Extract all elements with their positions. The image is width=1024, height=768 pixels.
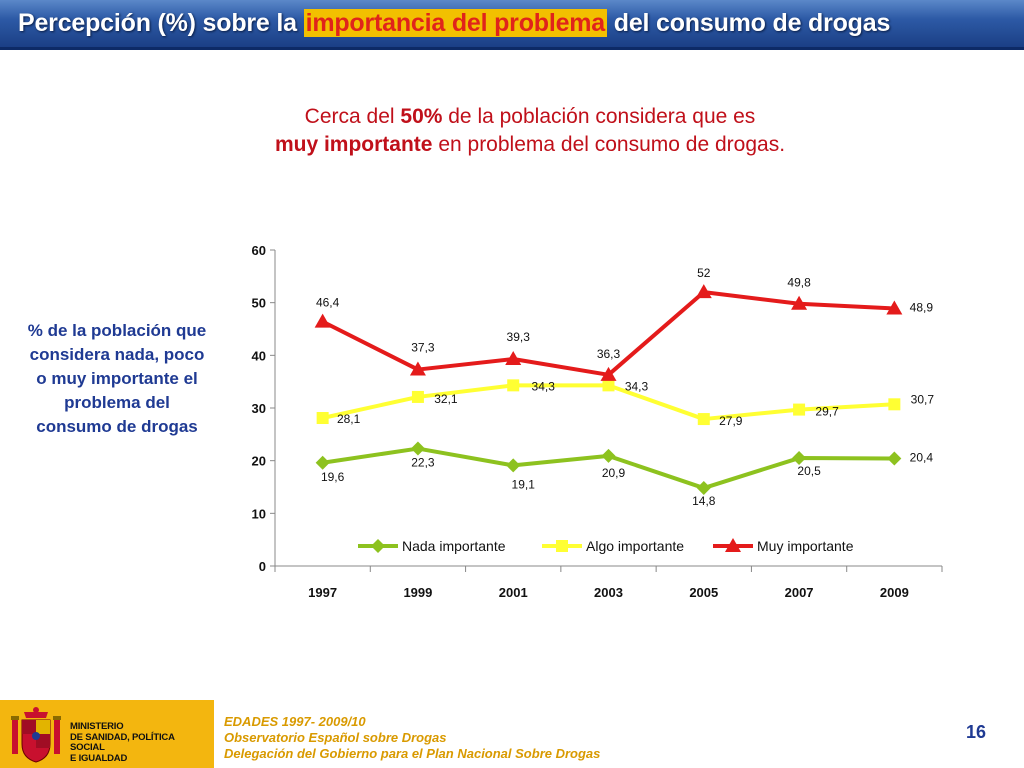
data-label-muy-importante: 39,3 (507, 330, 531, 344)
x-tick-label: 2001 (499, 585, 528, 600)
data-label-muy-importante: 46,4 (316, 296, 340, 310)
data-point-algo-importante (697, 413, 710, 426)
headline-text: de la población considera que es (442, 105, 756, 128)
legend-marker-nada-importante (371, 539, 385, 553)
data-label-algo-importante: 30,7 (911, 392, 935, 406)
ministry-name-line: DE SANIDAD, POLÍTICA SOCIAL (70, 731, 175, 753)
data-point-algo-importante (793, 403, 806, 416)
slide-title-highlight: importancia del problema (303, 9, 608, 37)
data-point-muy-importante (886, 300, 903, 315)
data-label-nada-importante: 22,3 (411, 456, 435, 470)
data-point-nada-importante (696, 481, 711, 496)
data-point-nada-importante (792, 451, 807, 466)
data-point-muy-importante (791, 295, 808, 310)
ministry-logo: MINISTERIO DE SANIDAD, POLÍTICA SOCIAL E… (0, 700, 214, 768)
legend-label-muy-importante: Muy importante (757, 538, 854, 554)
ministry-name-line: E IGUALDAD (70, 752, 128, 764)
data-label-algo-importante: 34,3 (625, 379, 649, 393)
legend-label-nada-importante: Nada importante (402, 538, 506, 554)
data-label-algo-importante: 34,3 (532, 379, 556, 393)
y-tick-label: 10 (252, 506, 266, 521)
coat-of-arms-icon (11, 707, 61, 763)
x-tick-label: 2009 (880, 585, 909, 600)
data-label-algo-importante: 29,7 (815, 405, 839, 419)
headline-text: en problema del consumo de drogas. (432, 133, 786, 156)
legend-label-algo-importante: Algo importante (586, 538, 684, 554)
data-point-muy-importante (409, 361, 426, 376)
data-point-nada-importante (410, 441, 425, 456)
title-bar: Percepción (%) sobre la importancia del … (0, 0, 1024, 50)
legend-marker-algo-importante (556, 540, 568, 552)
data-label-muy-importante: 48,9 (910, 300, 934, 314)
data-label-muy-importante: 49,8 (787, 276, 811, 290)
data-label-nada-importante: 20,4 (910, 451, 934, 465)
ministry-name-line: MINISTERIO (70, 721, 124, 732)
data-point-nada-importante (315, 455, 330, 470)
headline-line-2: muy importante en problema del consumo d… (0, 131, 1024, 159)
data-point-muy-importante (314, 313, 331, 328)
x-tick-label: 2007 (785, 585, 814, 600)
data-point-algo-importante (888, 398, 901, 411)
headline-emphasis: 50% (400, 105, 443, 128)
data-point-nada-importante (887, 451, 902, 466)
y-tick-label: 60 (252, 243, 266, 258)
footer-source: EDADES 1997- 2009/10 Observatorio Españo… (224, 714, 600, 762)
data-point-muy-importante (505, 351, 522, 366)
footer-line: Delegación del Gobierno para el Plan Nac… (224, 746, 601, 761)
data-label-nada-importante: 20,5 (797, 464, 821, 478)
chart-side-label: % de la población que considera nada, po… (27, 321, 207, 436)
x-tick-label: 2003 (594, 585, 623, 600)
data-point-algo-importante (507, 379, 520, 392)
data-label-algo-importante: 32,1 (434, 392, 458, 406)
slide-title: Percepción (%) sobre la importancia del … (18, 9, 890, 38)
x-tick-label: 1997 (308, 585, 337, 600)
y-tick-label: 20 (252, 454, 266, 469)
data-point-algo-importante (411, 390, 424, 403)
headline-line-1: Cerca del 50% de la población considera … (0, 103, 1024, 131)
data-label-muy-importante: 52 (697, 266, 711, 280)
series-line-muy-importante (321, 290, 895, 377)
page-number: 16 (966, 722, 987, 742)
y-tick-label: 50 (252, 296, 266, 311)
data-point-muy-importante (695, 284, 712, 299)
data-label-nada-importante: 20,9 (602, 466, 626, 480)
data-label-algo-importante: 28,1 (337, 412, 361, 426)
y-tick-label: 0 (259, 559, 266, 574)
data-label-muy-importante: 37,3 (411, 341, 435, 355)
data-point-muy-importante (600, 366, 617, 381)
headline: Cerca del 50% de la población considera … (0, 103, 1024, 159)
data-point-algo-importante (316, 412, 329, 425)
footer-line: EDADES 1997- 2009/10 (224, 714, 366, 729)
data-label-nada-importante: 19,6 (321, 470, 345, 484)
x-tick-label: 1999 (403, 585, 432, 600)
slide-title-part-2: del consumo de drogas (607, 9, 891, 37)
data-point-algo-importante (602, 379, 615, 392)
data-label-algo-importante: 27,9 (719, 414, 743, 428)
x-tick-label: 2005 (689, 585, 718, 600)
y-tick-label: 30 (252, 401, 266, 416)
headline-text: Cerca del (304, 105, 401, 128)
slide-title-part-1: Percepción (%) sobre la (18, 9, 304, 37)
data-label-nada-importante: 14,8 (692, 494, 716, 508)
data-point-nada-importante (601, 448, 616, 463)
ministry-name: MINISTERIO DE SANIDAD, POLÍTICA SOCIAL E… (70, 721, 210, 764)
y-tick-label: 40 (252, 348, 266, 363)
data-label-nada-importante: 19,1 (512, 477, 536, 491)
legend-marker-muy-importante (725, 538, 741, 552)
footer-line: Observatorio Español sobre Drogas (224, 730, 447, 745)
data-label-muy-importante: 36,3 (597, 347, 621, 361)
headline-emphasis: muy importante (274, 133, 433, 156)
line-chart: 0 10 20 30 40 50 60 1997 1999 2001 2003 2005 2007 200… (252, 243, 943, 600)
data-point-nada-importante (506, 458, 521, 473)
